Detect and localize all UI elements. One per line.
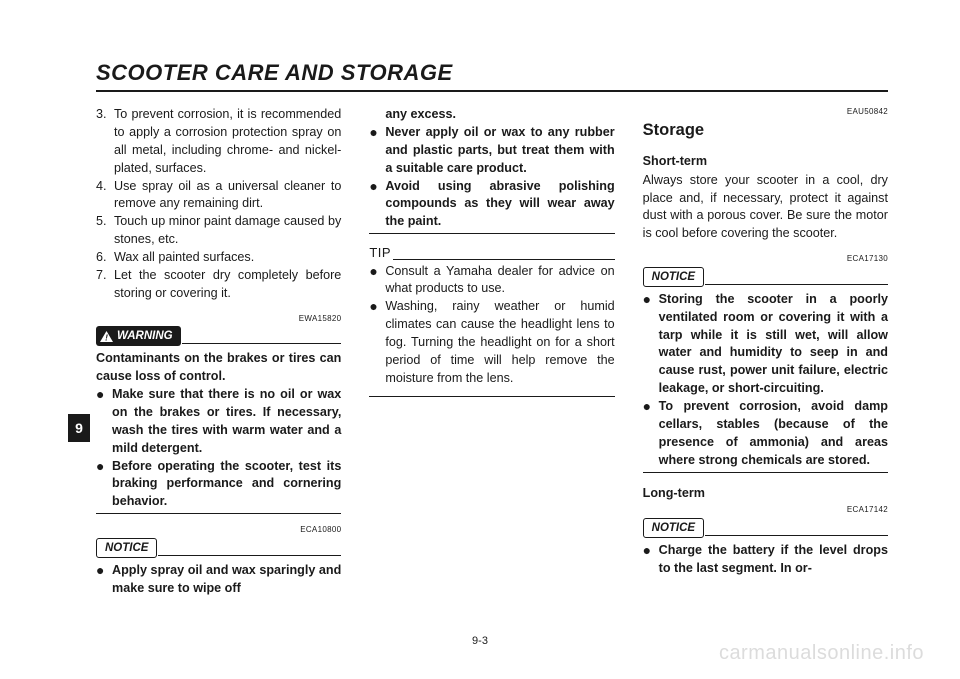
rule (96, 513, 341, 514)
list-item: ●Charge the battery if the level drops t… (643, 542, 888, 578)
step-item: 4.Use spray oil as a universal clean­er … (96, 178, 341, 214)
step-num: 5. (96, 213, 114, 249)
bullet-icon: ● (369, 124, 385, 178)
list-item: ●Avoid using abrasive polishing compound… (369, 178, 614, 232)
list-text: Make sure that there is no oil or wax on… (112, 386, 341, 458)
rule (705, 284, 888, 285)
bullet-icon: ● (96, 562, 112, 598)
step-text: Use spray oil as a universal clean­er to… (114, 178, 341, 214)
sub-title: Short-term (643, 153, 888, 171)
bullet-icon: ● (369, 263, 385, 299)
warning-icon: ! (100, 331, 113, 342)
page-title: SCOOTER CARE AND STORAGE (96, 60, 888, 92)
warning-list: ●Make sure that there is no oil or wax o… (96, 386, 341, 511)
notice-row: NOTICE (643, 518, 888, 538)
list-text: Apply spray oil and wax spar­ingly and m… (112, 562, 341, 598)
watermark: carmanualsonline.info (719, 642, 924, 665)
sub-title: Long-term (643, 485, 888, 503)
list-text: Before operating the scooter, test its b… (112, 458, 341, 512)
rule (158, 555, 341, 556)
bullet-icon: ● (369, 178, 385, 232)
column-3: EAU50842 Storage Short-term Always store… (643, 106, 888, 598)
notice-list: ●Charge the battery if the level drops t… (643, 542, 888, 578)
list-text: Washing, rainy weather or humid climates… (385, 298, 614, 387)
rule (369, 396, 614, 397)
list-text: Charge the battery if the level drops to… (659, 542, 888, 578)
rule (393, 259, 615, 260)
warning-label: WARNING (117, 328, 173, 344)
ref-code: EAU50842 (643, 106, 888, 117)
step-num: 7. (96, 267, 114, 303)
step-num: 3. (96, 106, 114, 178)
step-text: Wax all painted surfaces. (114, 249, 341, 267)
notice-row: NOTICE (96, 538, 341, 558)
bullet-icon: ● (369, 298, 385, 387)
svg-text:!: ! (105, 332, 108, 341)
bullet-icon: ● (643, 542, 659, 578)
list-item: ●Never apply oil or wax to any rubber an… (369, 124, 614, 178)
bullet-icon: ● (643, 291, 659, 398)
list-item: ●Apply spray oil and wax spar­ingly and … (96, 562, 341, 598)
section-title: Storage (643, 119, 888, 142)
columns: 3.To prevent corrosion, it is recom­mend… (96, 106, 888, 598)
ref-code: ECA17142 (643, 504, 888, 515)
list-text: Storing the scooter in a poorly ventilat… (659, 291, 888, 398)
tip-list: ●Consult a Yamaha dealer for ad­vice on … (369, 263, 614, 388)
ref-code: EWA15820 (96, 313, 341, 324)
step-num: 4. (96, 178, 114, 214)
warning-intro: Contaminants on the brakes or tires can … (96, 350, 341, 386)
tip-row: TIP (369, 244, 614, 262)
column-1: 3.To prevent corrosion, it is recom­mend… (96, 106, 341, 598)
steps-list: 3.To prevent corrosion, it is recom­mend… (96, 106, 341, 303)
ref-code: ECA10800 (96, 524, 341, 535)
list-item: ●To prevent corrosion, avoid damp cellar… (643, 398, 888, 470)
list-item-cont: any excess. (369, 106, 614, 124)
rule (705, 535, 888, 536)
bullet-icon: ● (643, 398, 659, 470)
list-item: ●Consult a Yamaha dealer for ad­vice on … (369, 263, 614, 299)
step-num: 6. (96, 249, 114, 267)
rule (182, 343, 342, 344)
list-item: ●Make sure that there is no oil or wax o… (96, 386, 341, 458)
bullet-icon: ● (96, 458, 112, 512)
step-text: Let the scooter dry completely be­fore s… (114, 267, 341, 303)
column-2: any excess. ●Never apply oil or wax to a… (369, 106, 614, 598)
step-item: 7.Let the scooter dry completely be­fore… (96, 267, 341, 303)
ref-code: ECA17130 (643, 253, 888, 264)
notice-badge: NOTICE (643, 267, 704, 287)
list-text: Never apply oil or wax to any rubber and… (385, 124, 614, 178)
list-text: Consult a Yamaha dealer for ad­vice on w… (385, 263, 614, 299)
step-item: 6.Wax all painted surfaces. (96, 249, 341, 267)
notice-badge: NOTICE (643, 518, 704, 538)
list-item: ●Before operating the scooter, test its … (96, 458, 341, 512)
list-item: ●Washing, rainy weather or humid climate… (369, 298, 614, 387)
list-text: To prevent corrosion, avoid damp cellars… (659, 398, 888, 470)
tip-label: TIP (369, 244, 391, 262)
notice-badge: NOTICE (96, 538, 157, 558)
list-item: ●Storing the scooter in a poorly ventila… (643, 291, 888, 398)
warning-row: ! WARNING (96, 326, 341, 346)
list-text: any excess. (385, 107, 456, 121)
notice-list-cont: any excess. ●Never apply oil or wax to a… (369, 106, 614, 231)
notice-list: ●Storing the scooter in a poorly ventila… (643, 291, 888, 470)
step-item: 3.To prevent corrosion, it is recom­mend… (96, 106, 341, 178)
notice-row: NOTICE (643, 267, 888, 287)
manual-page: SCOOTER CARE AND STORAGE 3.To prevent co… (0, 0, 960, 679)
paragraph: Always store your scooter in a cool, dry… (643, 172, 888, 244)
warning-badge: ! WARNING (96, 326, 181, 346)
step-text: Touch up minor paint damage caused by st… (114, 213, 341, 249)
section-tab: 9 (68, 414, 90, 442)
notice-list: ●Apply spray oil and wax spar­ingly and … (96, 562, 341, 598)
list-text: Avoid using abrasive polishing compounds… (385, 178, 614, 232)
bullet-icon: ● (96, 386, 112, 458)
step-item: 5.Touch up minor paint damage caused by … (96, 213, 341, 249)
step-text: To prevent corrosion, it is recom­mended… (114, 106, 341, 178)
